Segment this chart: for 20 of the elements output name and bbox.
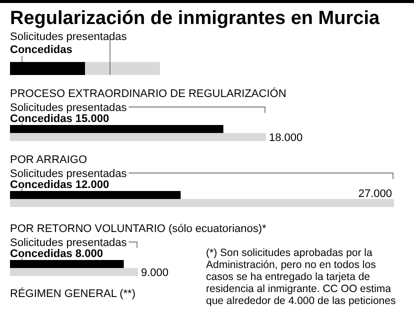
text: Solicitudes presentadas <box>10 237 127 249</box>
text: Concedidas <box>10 44 72 56</box>
data-label: 18.000 <box>269 132 303 144</box>
text: Solicitudes presentadas <box>10 31 127 43</box>
series-label: Concedidas <box>10 113 72 125</box>
series-label: Solicitudes presentadas <box>10 102 128 114</box>
annotation: (*) Son solicitudes aprobadas por la Administración, pero no en todos los casos se ha entregado la tarjeta de residencia al inmigrante. CC OO estima que alrededor de 4.000 de las peticiones <box>206 247 396 307</box>
data-label: 15.000 <box>72 113 110 125</box>
data-label: 27.000 <box>358 188 392 200</box>
data-label: 9.000 <box>141 267 169 279</box>
text: Concedidas <box>10 179 72 191</box>
y-tick-label: POR RETORNO VOLUNTARIO (sólo ecuatorianos)* <box>10 223 268 235</box>
text: Concedidas <box>10 248 72 260</box>
data-label: 12.000 <box>72 179 110 191</box>
y-tick-label: PROCESO EXTRAORDINARIO DE REGULARIZACIÓN <box>10 87 286 100</box>
y-tick-label: RÉGIMEN GENERAL (**) <box>10 287 136 300</box>
data-label: 8.000 <box>72 248 103 260</box>
text: Solicitudes presentadas <box>10 168 127 180</box>
chart-title: Regularización de inmigrantes en Murcia <box>10 8 380 29</box>
y-tick-label: POR ARRAIGO <box>10 154 88 166</box>
